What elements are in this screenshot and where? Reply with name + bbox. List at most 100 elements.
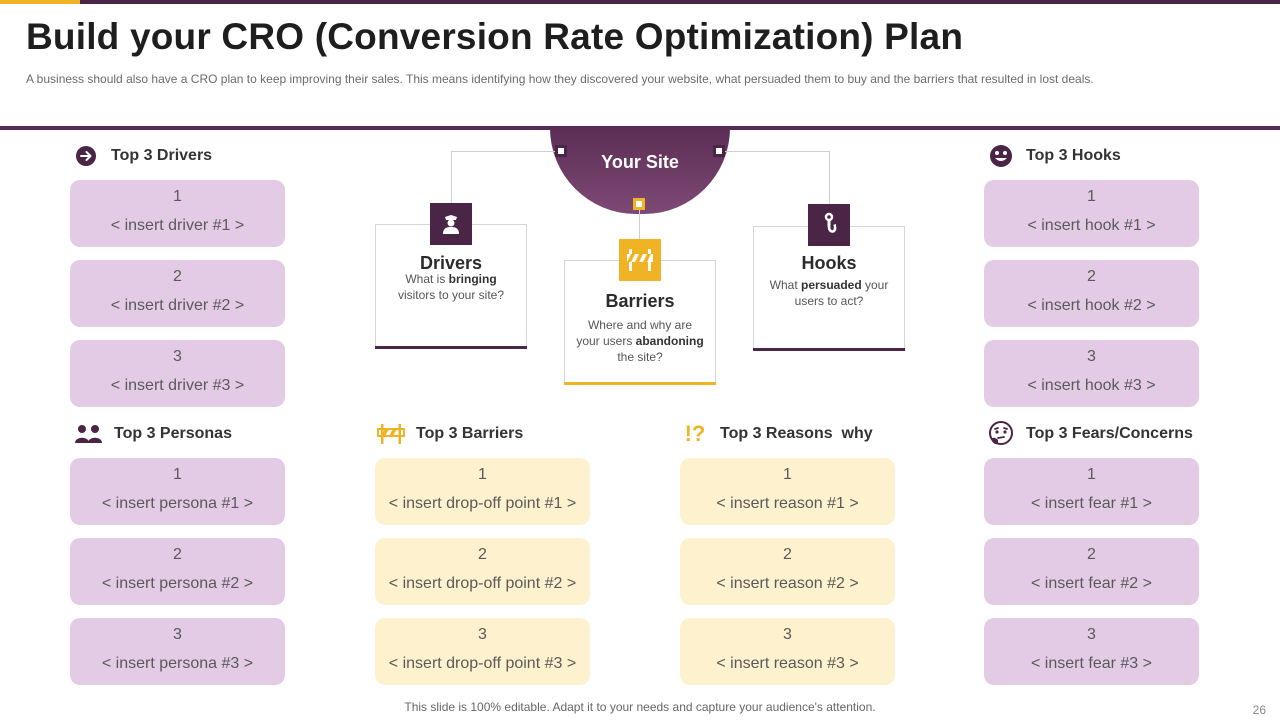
hooks-card-desc: What persuaded your users to act? xyxy=(769,278,889,308)
reason-num: 1 xyxy=(783,466,792,483)
hook-box: 1 < insert hook #1 > xyxy=(984,180,1199,247)
fear-text: < insert fear #1 > xyxy=(1031,495,1152,512)
persona-num: 1 xyxy=(173,466,182,483)
driver-text: < insert driver #1 > xyxy=(110,217,245,234)
connector-left-v xyxy=(451,151,452,204)
persona-num: 2 xyxy=(173,546,182,563)
arrow-circle-icon xyxy=(71,144,101,168)
persona-num: 3 xyxy=(173,626,182,643)
your-site-label: Your Site xyxy=(601,152,679,172)
barriers-section-title: Top 3 Barriers xyxy=(416,425,524,442)
hooks-card-title: Hooks xyxy=(801,253,857,273)
reason-text: < insert reason #3 > xyxy=(716,655,859,672)
page-title: Build your CRO (Conversion Rate Optimiza… xyxy=(26,16,964,57)
driver-text: < insert driver #3 > xyxy=(110,377,245,394)
connector-left-h xyxy=(451,151,557,152)
drivers-card-title: Drivers xyxy=(419,253,483,273)
reason-num: 2 xyxy=(783,546,792,563)
persona-box: 1 < insert persona #1 > xyxy=(70,458,285,525)
barriers-card-desc: Where and why are your users abandoning … xyxy=(576,318,704,364)
reason-text: < insert reason #2 > xyxy=(716,575,859,592)
barrier-icon xyxy=(376,422,406,446)
drivers-card-desc: What is bringing visitors to your site? xyxy=(397,272,505,302)
reasons-section-header: !? Top 3 Reasons why xyxy=(680,421,873,446)
personas-section-header: Top 3 Personas xyxy=(74,422,232,446)
connector-node-left xyxy=(555,145,567,157)
police-officer-icon xyxy=(430,203,472,245)
fear-box: 2 < insert fear #2 > xyxy=(984,538,1199,605)
hooks-section-title: Top 3 Hooks xyxy=(1026,147,1121,164)
hook-box: 2 < insert hook #2 > xyxy=(984,260,1199,327)
barriers-card: Barriers Where and why are your users ab… xyxy=(564,260,716,385)
barrier-box: 2 < insert drop-off point #2 > xyxy=(375,538,590,605)
connector-node-center xyxy=(633,198,645,210)
fear-num: 2 xyxy=(1087,546,1096,563)
barrier-num: 3 xyxy=(478,626,487,643)
reason-box: 1 < insert reason #1 > xyxy=(680,458,895,525)
barrier-num: 2 xyxy=(478,546,487,563)
connector-node-right xyxy=(713,145,725,157)
page-subtitle: A business should also have a CRO plan t… xyxy=(26,72,1094,86)
top-bar-accent xyxy=(0,0,80,4)
reason-text: < insert reason #1 > xyxy=(716,495,859,512)
persona-text: < insert persona #3 > xyxy=(101,655,254,672)
hooks-card: Hooks What persuaded your users to act? xyxy=(753,226,905,351)
barrier-box: 3 < insert drop-off point #3 > xyxy=(375,618,590,685)
fear-text: < insert fear #2 > xyxy=(1031,575,1152,592)
barrier-text: < insert drop-off point #1 > xyxy=(388,495,577,512)
hooks-card-underline xyxy=(753,348,905,351)
reasons-section-title: Top 3 Reasons why xyxy=(720,425,873,442)
barrier-text: < insert drop-off point #2 > xyxy=(388,575,577,592)
hook-box: 3 < insert hook #3 > xyxy=(984,340,1199,407)
hook-num: 2 xyxy=(1087,268,1096,285)
people-icon xyxy=(74,422,104,446)
driver-num: 3 xyxy=(173,348,182,365)
fear-num: 1 xyxy=(1087,466,1096,483)
barriers-section-header: Top 3 Barriers xyxy=(376,422,523,446)
fears-section-header: Top 3 Fears/Concerns xyxy=(986,421,1193,446)
driver-text: < insert driver #2 > xyxy=(110,297,245,314)
fear-text: < insert fear #3 > xyxy=(1031,655,1152,672)
persona-text: < insert persona #2 > xyxy=(101,575,254,592)
hooks-section-header: Top 3 Hooks xyxy=(986,144,1121,168)
drivers-section-header: Top 3 Drivers xyxy=(71,144,212,168)
connector-right-h xyxy=(724,151,830,152)
fear-num: 3 xyxy=(1087,626,1096,643)
hook-num: 3 xyxy=(1087,348,1096,365)
hook-text: < insert hook #3 > xyxy=(1027,377,1156,394)
drivers-card-underline xyxy=(375,346,527,349)
persona-box: 2 < insert persona #2 > xyxy=(70,538,285,605)
thinking-face-icon xyxy=(986,421,1016,446)
exclamation-question-icon: !? xyxy=(684,421,706,446)
barriers-card-underline xyxy=(564,382,716,385)
barrier-num: 1 xyxy=(478,466,487,483)
top-bar xyxy=(0,0,1280,4)
driver-box: 1 < insert driver #1 > xyxy=(70,180,285,247)
fears-section-title: Top 3 Fears/Concerns xyxy=(1026,425,1193,442)
connector-right-v xyxy=(829,151,830,204)
hook-text: < insert hook #1 > xyxy=(1027,217,1156,234)
barrier-icon xyxy=(619,239,661,281)
drivers-section-title: Top 3 Drivers xyxy=(111,147,213,164)
driver-num: 2 xyxy=(173,268,182,285)
connector-center-v xyxy=(639,210,640,240)
persona-box: 3 < insert persona #3 > xyxy=(70,618,285,685)
driver-num: 1 xyxy=(173,188,182,205)
hook-num: 1 xyxy=(1087,188,1096,205)
crane-hook-icon xyxy=(808,204,850,246)
driver-box: 3 < insert driver #3 > xyxy=(70,340,285,407)
barriers-card-title: Barriers xyxy=(605,291,675,311)
footer-note: This slide is 100% editable. Adapt it to… xyxy=(404,700,876,714)
barrier-text: < insert drop-off point #3 > xyxy=(388,655,577,672)
hook-text: < insert hook #2 > xyxy=(1027,297,1156,314)
barrier-box: 1 < insert drop-off point #1 > xyxy=(375,458,590,525)
smiley-icon xyxy=(986,144,1016,168)
reason-num: 3 xyxy=(783,626,792,643)
persona-text: < insert persona #1 > xyxy=(101,495,254,512)
fear-box: 1 < insert fear #1 > xyxy=(984,458,1199,525)
fear-box: 3 < insert fear #3 > xyxy=(984,618,1199,685)
personas-section-title: Top 3 Personas xyxy=(114,425,232,442)
reason-box: 2 < insert reason #2 > xyxy=(680,538,895,605)
driver-box: 2 < insert driver #2 > xyxy=(70,260,285,327)
page-number: 26 xyxy=(1252,703,1266,717)
